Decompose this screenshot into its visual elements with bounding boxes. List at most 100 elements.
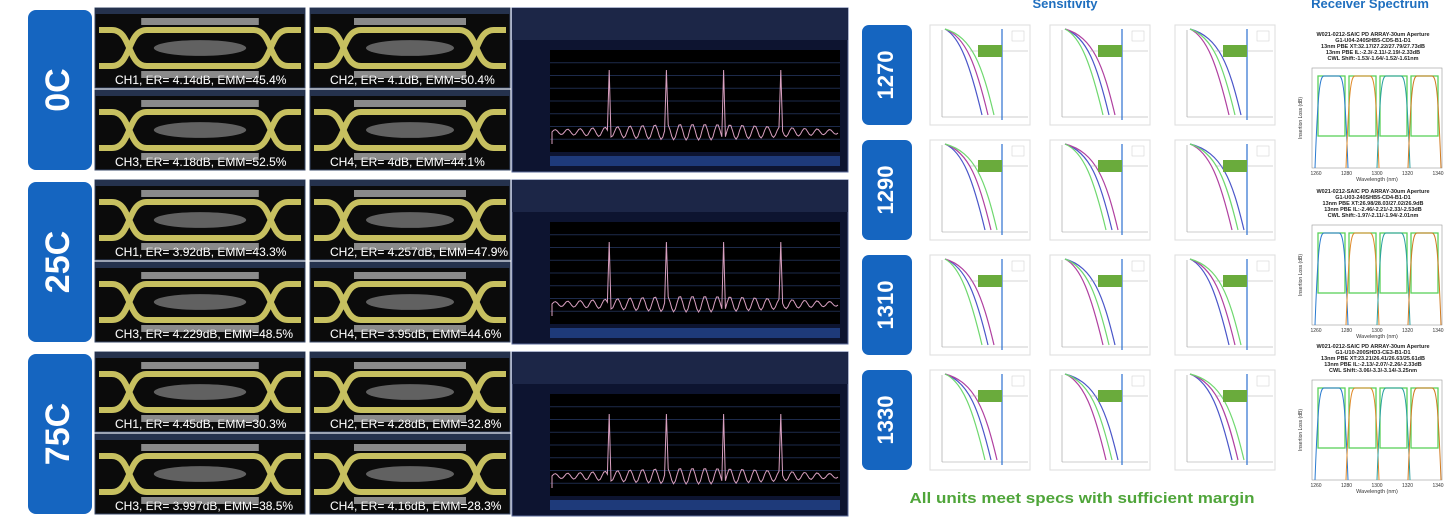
margin-marker (978, 160, 1002, 172)
spectrum-info: CWL Shift:-1.97/-2.11/-1.94/-2.01nm (1328, 213, 1419, 219)
mask-top (141, 100, 259, 107)
scope-toolbar (310, 180, 510, 186)
margin-marker (1098, 275, 1122, 287)
x-tick-label: 1340 (1432, 328, 1443, 334)
eye-opening (366, 212, 454, 228)
slide: 0CCH1, ER= 4.14dB, EMM=45.4%CH2, ER= 4.1… (0, 0, 1455, 520)
eye-label: CH1, ER= 4.14dB, EMM=45.4% (115, 73, 287, 87)
scope-toolbar (95, 352, 305, 358)
mask-top (354, 18, 466, 25)
margin-marker (1223, 390, 1247, 402)
x-axis-label: Wavelength (nm) (1356, 177, 1398, 183)
sensitivity-plot (930, 140, 1030, 240)
eye-opening (154, 122, 246, 138)
x-tick-label: 1340 (1432, 483, 1443, 489)
eye-label: CH2, ER= 4.28dB, EMM=32.8% (330, 417, 502, 431)
sensitivity-plot (1175, 25, 1275, 125)
temperature-label: 25C (39, 231, 77, 293)
scope-toolbar (310, 262, 510, 268)
osa-header (512, 8, 848, 40)
eye-opening (154, 40, 246, 56)
sensitivity-plot (930, 370, 1030, 470)
wavelength-label: 1290 (873, 166, 898, 215)
legend (1257, 376, 1269, 386)
legend (1012, 261, 1024, 271)
mask-top (354, 100, 466, 107)
sensitivity-plot (1175, 370, 1275, 470)
sensitivity-plot (1050, 25, 1150, 125)
x-tick-label: 1280 (1341, 483, 1352, 489)
eye-opening (366, 466, 454, 482)
eye-opening (366, 40, 454, 56)
eye-opening (366, 294, 454, 310)
scope-toolbar (310, 352, 510, 358)
eye-opening (154, 384, 246, 400)
mask-top (354, 444, 466, 451)
legend (1132, 376, 1144, 386)
x-tick-label: 1340 (1432, 171, 1443, 177)
mask-top (354, 272, 466, 279)
margin-marker (978, 45, 1002, 57)
osa-softkeys (550, 500, 840, 510)
eye-opening (366, 122, 454, 138)
page: Eye diagrams, sensitivity and receiver s… (0, 0, 1455, 520)
spectrum-analyzer (512, 352, 848, 516)
legend (1132, 31, 1144, 41)
scope-toolbar (310, 434, 510, 440)
eye-label: CH4, ER= 4.16dB, EMM=28.3% (330, 499, 502, 513)
scope-toolbar (95, 8, 305, 14)
eye-label: CH3, ER= 4.18dB, EMM=52.5% (115, 155, 287, 169)
legend (1012, 376, 1024, 386)
eye-opening (366, 384, 454, 400)
section-title: Sensitivity (1032, 0, 1098, 11)
eye-label: CH1, ER= 3.92dB, EMM=43.3% (115, 245, 287, 259)
margin-marker (978, 275, 1002, 287)
scope-toolbar (310, 8, 510, 14)
x-tick-label: 1320 (1402, 483, 1413, 489)
x-tick-label: 1260 (1310, 483, 1321, 489)
eye-label: CH3, ER= 4.229dB, EMM=48.5% (115, 327, 293, 341)
scope-toolbar (95, 180, 305, 186)
osa-softkeys (550, 328, 840, 338)
spectrum-analyzer (512, 8, 848, 172)
sensitivity-plot (1050, 255, 1150, 355)
sensitivity-plot (1050, 140, 1150, 240)
spectrum-analyzer (512, 180, 848, 344)
margin-marker (1098, 45, 1122, 57)
margin-marker (1223, 275, 1247, 287)
y-axis-label: Insertion Loss (dB) (1298, 97, 1304, 139)
eye-label: CH3, ER= 3.997dB, EMM=38.5% (115, 499, 293, 513)
osa-header (512, 180, 848, 212)
margin-marker (978, 390, 1002, 402)
section-title: Receiver Spectrum (1311, 0, 1429, 11)
sensitivity-plot (930, 255, 1030, 355)
scope-toolbar (95, 90, 305, 96)
wavelength-label: 1310 (873, 281, 898, 330)
legend (1012, 146, 1024, 156)
osa-header (512, 352, 848, 384)
margin-marker (1098, 160, 1122, 172)
mask-top (141, 444, 259, 451)
eye-label: CH4, ER= 4dB, EMM=44.1% (330, 155, 485, 169)
temperature-label: 0C (39, 68, 77, 111)
spectrum-info: CWL Shift:-3.06/-3.3/-3.14/-3.25nm (1329, 368, 1417, 374)
x-tick-label: 1320 (1402, 171, 1413, 177)
mask-top (141, 190, 259, 197)
eye-label: CH4, ER= 3.95dB, EMM=44.6% (330, 327, 502, 341)
scope-toolbar (95, 262, 305, 268)
margin-marker (1223, 160, 1247, 172)
x-tick-label: 1320 (1402, 328, 1413, 334)
legend (1132, 261, 1144, 271)
eye-label: CH2, ER= 4.257dB, EMM=47.9% (330, 245, 508, 259)
mask-top (141, 362, 259, 369)
sensitivity-plot (1175, 140, 1275, 240)
margin-marker (1223, 45, 1247, 57)
y-axis-label: Insertion Loss (dB) (1298, 254, 1304, 296)
caption: All units meet specs with sufficient mar… (910, 490, 1255, 507)
y-axis-label: Insertion Loss (dB) (1298, 409, 1304, 451)
x-axis-label: Wavelength (nm) (1356, 334, 1398, 340)
wavelength-label: 1330 (873, 396, 898, 445)
sensitivity-plot (930, 25, 1030, 125)
x-axis-label: Wavelength (nm) (1356, 489, 1398, 495)
page-body: 0CCH1, ER= 4.14dB, EMM=45.4%CH2, ER= 4.1… (0, 0, 1455, 520)
